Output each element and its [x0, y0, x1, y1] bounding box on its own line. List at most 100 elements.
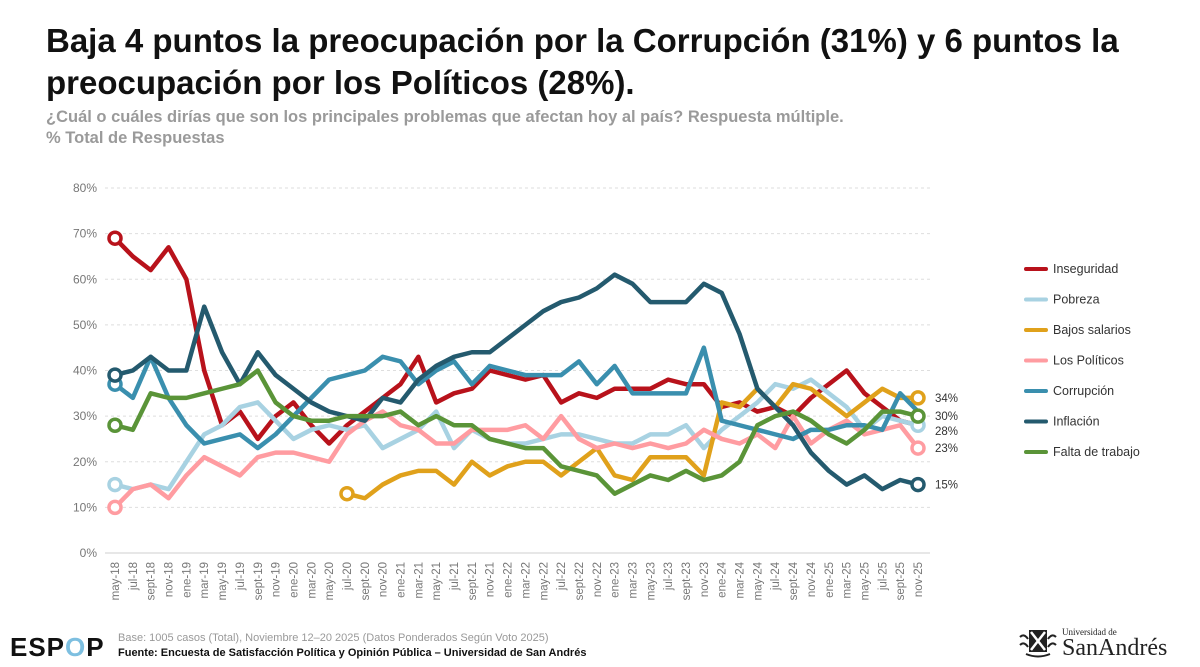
x-tick-label: sept-21 [467, 562, 479, 600]
legend: Inseguridad Pobreza Bajos salarios Los Polí… [1024, 262, 1140, 459]
series-line [112, 409, 921, 510]
x-tick-label: nov-22 [592, 562, 604, 597]
legend-item: Pobreza [1024, 293, 1100, 307]
start-marker [107, 499, 123, 516]
x-tick-label: jul-25 [877, 562, 889, 591]
series-bajos-salarios [339, 381, 926, 502]
logo-text-end: P [86, 632, 105, 662]
start-marker [107, 476, 123, 493]
end-value-label: 23% [935, 443, 958, 455]
legend-item: Inseguridad [1024, 262, 1118, 276]
legend-label: Falta de trabajo [1053, 445, 1140, 459]
x-tick-label: mar-19 [199, 562, 211, 598]
x-tick-label: may-18 [110, 562, 122, 600]
x-axis: may-18 jul-18 sept-18 nov-18 ene-19 mar-19 may… [110, 561, 925, 600]
end-marker [910, 476, 926, 493]
x-tick-label: ene-24 [717, 561, 729, 597]
x-tick-label: sept-19 [253, 562, 265, 600]
x-tick-label: sept-23 [681, 562, 693, 600]
x-tick-label: nov-19 [271, 562, 283, 597]
legend-item: Los Políticos [1024, 354, 1124, 368]
end-marker [910, 440, 926, 456]
x-tick-label: jul-21 [449, 562, 461, 591]
x-tick-label: may-21 [431, 562, 443, 600]
x-tick-label: jul-19 [235, 562, 247, 591]
university-logo: Universidad de SanAndrés [1018, 627, 1168, 661]
x-tick-label: jul-24 [770, 561, 782, 591]
series-line [112, 345, 921, 451]
x-tick-label: ene-23 [610, 562, 622, 598]
x-tick-label: ene-25 [824, 562, 836, 598]
x-tick-label: nov-24 [806, 561, 818, 597]
end-labels: 28% 34% 23% 15% 30% [935, 393, 958, 492]
x-tick-label: sept-24 [788, 561, 800, 600]
subtitle-question: ¿Cuál o cuáles dirías que son los princi… [46, 108, 844, 126]
series-line [112, 368, 921, 496]
series-lines [107, 230, 926, 516]
x-tick-label: mar-22 [520, 562, 532, 598]
legend-label: Inseguridad [1053, 262, 1118, 276]
start-marker [107, 367, 123, 383]
x-tick-label: nov-18 [164, 562, 176, 597]
x-tick-label: may-25 [859, 562, 871, 600]
x-tick-label: sept-25 [895, 562, 907, 600]
x-tick-label: ene-21 [396, 562, 408, 598]
end-value-label: 30% [935, 411, 958, 423]
y-tick-label: 70% [73, 227, 97, 241]
x-tick-label: nov-21 [485, 562, 497, 597]
legend-item: Falta de trabajo [1024, 445, 1140, 459]
legend-label: Inflación [1053, 415, 1100, 429]
legend-item: Inflación [1024, 415, 1100, 429]
university-crest-icon [1019, 630, 1057, 658]
x-tick-label: ene-20 [288, 562, 300, 598]
subtitle-unit: % Total de Respuestas [46, 129, 225, 147]
x-tick-label: ene-19 [181, 562, 193, 598]
start-marker [107, 417, 123, 433]
end-value-label: 15% [935, 480, 958, 492]
y-tick-label: 40% [73, 364, 97, 378]
logo-text: ESP [10, 632, 66, 662]
end-value-label: 28% [935, 426, 958, 438]
x-tick-label: mar-24 [735, 561, 747, 598]
x-tick-label: may-19 [217, 562, 229, 600]
legend-label: Los Políticos [1053, 354, 1124, 368]
y-tick-label: 60% [73, 272, 97, 286]
x-tick-label: jul-18 [128, 562, 140, 591]
y-axis: 0% 10% 20% 30% 40% 50% 60% 70% 80% [73, 181, 97, 560]
y-tick-label: 30% [73, 409, 97, 423]
x-tick-label: mar-20 [306, 562, 318, 598]
footer-source: Fuente: Encuesta de Satisfacción Polític… [118, 647, 587, 659]
x-tick-label: nov-25 [913, 562, 925, 597]
university-name: SanAndrés [1062, 635, 1168, 661]
end-value-label: 34% [935, 393, 958, 405]
start-marker [107, 230, 123, 246]
x-tick-label: jul-22 [556, 562, 568, 591]
grid [105, 187, 930, 554]
y-tick-label: 0% [80, 546, 98, 560]
x-tick-label: may-22 [538, 562, 550, 600]
y-tick-label: 80% [73, 181, 97, 195]
x-tick-label: may-23 [645, 562, 657, 600]
y-tick-label: 10% [73, 500, 97, 514]
x-tick-label: jul-20 [342, 562, 354, 591]
x-tick-label: may-24 [752, 561, 764, 600]
x-tick-label: sept-20 [360, 562, 372, 600]
x-tick-label: nov-23 [699, 562, 711, 597]
x-tick-label: mar-23 [627, 562, 639, 598]
x-tick-label: sept-22 [574, 562, 586, 600]
x-tick-label: mar-25 [842, 562, 854, 598]
logo-text-o: O [65, 632, 87, 662]
espop-logo: ESPOP [10, 632, 105, 663]
end-marker [910, 390, 926, 406]
x-tick-label: mar-21 [413, 562, 425, 598]
university-small-text: Universidad de [1062, 627, 1117, 637]
legend-item: Corrupción [1024, 384, 1114, 398]
series-falta-de-trabajo [107, 368, 926, 496]
legend-item: Bajos salarios [1024, 323, 1131, 337]
legend-label: Corrupción [1053, 384, 1114, 398]
x-tick-label: may-20 [324, 562, 336, 600]
footer-base-note: Base: 1005 casos (Total), Noviembre 12–2… [118, 632, 549, 644]
start-marker [339, 485, 355, 502]
chart-subtitle: ¿Cuál o cuáles dirías que son los princi… [46, 107, 844, 149]
